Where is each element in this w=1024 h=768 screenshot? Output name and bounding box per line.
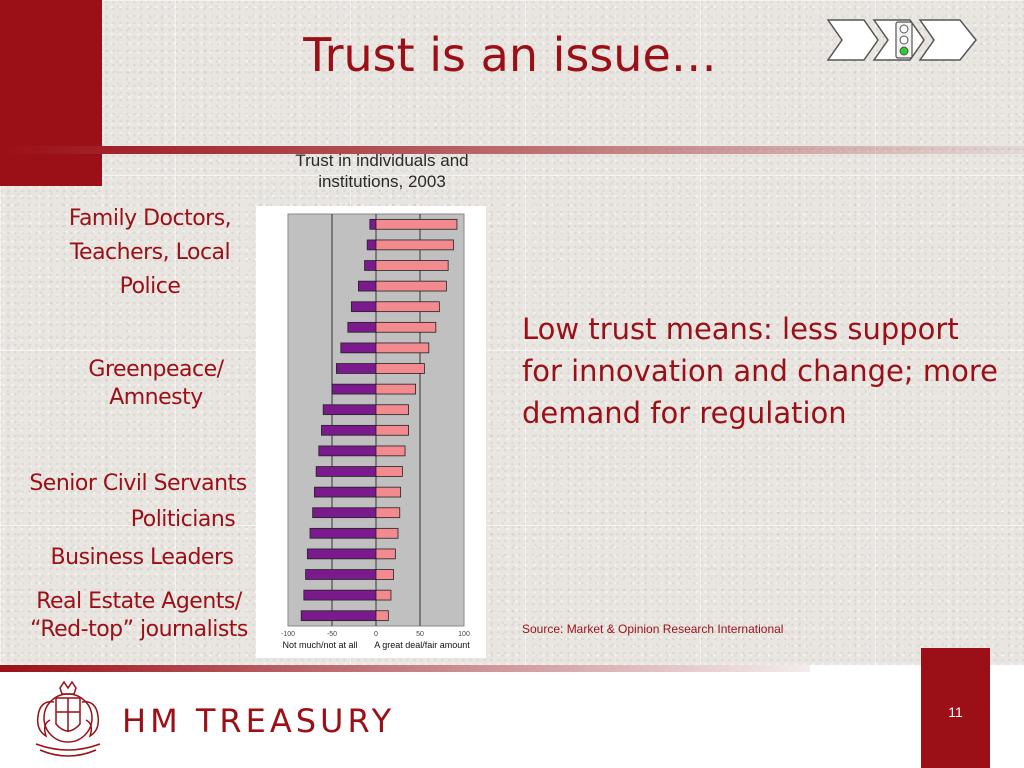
chevron-right-icon[interactable] [918,19,977,61]
bar-positive [375,569,395,580]
bar-positive [375,445,406,457]
label-politicians: Politicians [100,506,266,534]
header-rule [0,146,1024,154]
chevron-right-icon[interactable] [826,19,879,61]
bar-negative [347,321,377,333]
bar-negative [369,218,377,230]
label-line: Police [119,274,181,299]
page-number-box [921,648,990,768]
label-arrows [256,236,300,612]
x-tick-label: 100 [458,631,470,638]
bar-positive [375,239,454,251]
label-line: Family Doctors, [68,206,232,231]
trust-bar-chart: -100 -50 0 50 100 Not much/not at all A great … [256,206,486,658]
bar-positive [375,383,416,395]
bar-positive [375,610,389,622]
bar-positive [375,527,399,539]
x-label-right: A great deal/fair amount [374,640,470,650]
bar-negative [336,363,377,374]
bar-positive [375,218,458,230]
bar-positive [375,321,437,333]
bar-negative [331,383,377,395]
footer [0,665,1024,768]
label-line: Real Estate Agents/ [36,589,242,614]
traffic-light-icon [895,21,913,59]
x-label-left: Not much/not at all [282,640,357,650]
royal-crest-icon [35,680,101,757]
slide-title: Trust is an issue… [303,28,717,82]
bar-positive [375,589,392,601]
page-number: 11 [948,704,963,720]
label-line: Politicians [130,507,236,532]
bar-positive [375,363,425,374]
bar-negative [312,507,377,519]
label-line: Business Leaders [50,545,234,570]
bar-positive [375,548,396,560]
chart-title: Trust in individuals and institutions, 2… [295,151,469,191]
x-tick-label: 0 [374,631,378,638]
x-tick-label: 50 [416,631,424,638]
bar-positive [375,507,401,519]
bar-positive [375,342,430,354]
label-line: Teachers, Local [69,240,231,265]
label-line: Amnesty [109,385,203,410]
label-line: Senior Civil Servants [29,471,247,496]
header-red-block [0,0,102,186]
bar-negative [306,548,377,560]
label-business-leaders: Business Leaders [24,544,260,572]
bar-negative [303,589,377,601]
bar-positive [375,486,402,498]
bar-negative [321,424,377,436]
bar-positive [375,424,409,436]
bar-negative [322,404,377,416]
label-greenpeace: Greenpeace/ Amnesty [56,356,256,412]
bar-negative [366,239,377,251]
bar-negative [318,445,377,457]
bar-negative [364,260,377,271]
bar-negative [358,280,377,292]
source-note: Source: Market & Opinion Research Intern… [522,622,784,636]
label-family-doctors: Family Doctors, Teachers, Local Police [28,202,272,304]
brand-name: HM TREASURY [122,702,396,740]
navigation-arrows[interactable] [826,16,982,64]
bar-positive [375,280,447,292]
bar-negative [350,301,377,313]
x-tick-label: -50 [327,631,337,638]
bar-negative [315,466,377,477]
bar-positive [375,404,409,416]
bar-negative [300,610,377,622]
bar-positive [375,466,403,477]
bar-negative [340,342,377,354]
main-text: Low trust means: less support for innova… [522,312,998,430]
label-line: “Red-top” journalists [30,617,248,642]
bar-negative [309,527,377,539]
bar-positive [375,260,449,271]
x-tick-label: -100 [281,631,295,638]
bar-positive [375,301,440,313]
label-line: Greenpeace/ [88,357,224,382]
bar-negative [305,569,377,580]
footer-rule [0,665,810,672]
bar-negative [314,486,377,498]
label-civil-servants: Senior Civil Servants [4,470,272,498]
label-real-estate: Real Estate Agents/ “Red-top” journalist… [4,588,274,644]
